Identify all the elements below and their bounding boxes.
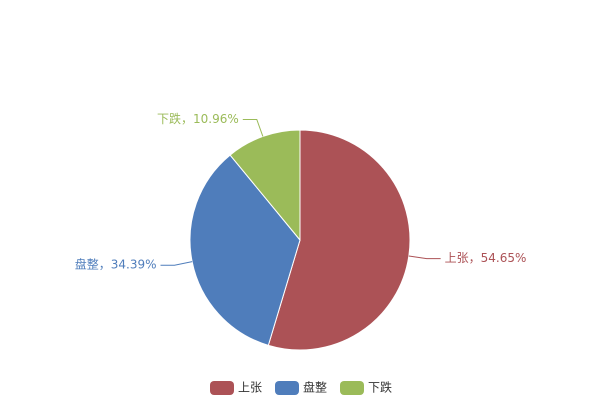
legend-swatch[interactable] bbox=[275, 381, 299, 395]
data-label: 上张，54.65% bbox=[445, 251, 527, 265]
leader-line bbox=[160, 261, 193, 266]
legend-swatch[interactable] bbox=[340, 381, 364, 395]
legend-label[interactable]: 上张 bbox=[238, 381, 262, 395]
pie-slice bbox=[189, 154, 301, 346]
legend-label[interactable]: 下跌 bbox=[368, 380, 392, 395]
leader-line bbox=[242, 119, 264, 137]
leader-line bbox=[408, 255, 441, 260]
data-label: 下跌，10.96% bbox=[157, 111, 239, 126]
legend-swatch[interactable] bbox=[210, 381, 234, 395]
legend-label[interactable]: 盘整 bbox=[303, 380, 327, 395]
data-label: 盘整，34.39% bbox=[75, 257, 157, 272]
pie-slice bbox=[229, 129, 301, 242]
